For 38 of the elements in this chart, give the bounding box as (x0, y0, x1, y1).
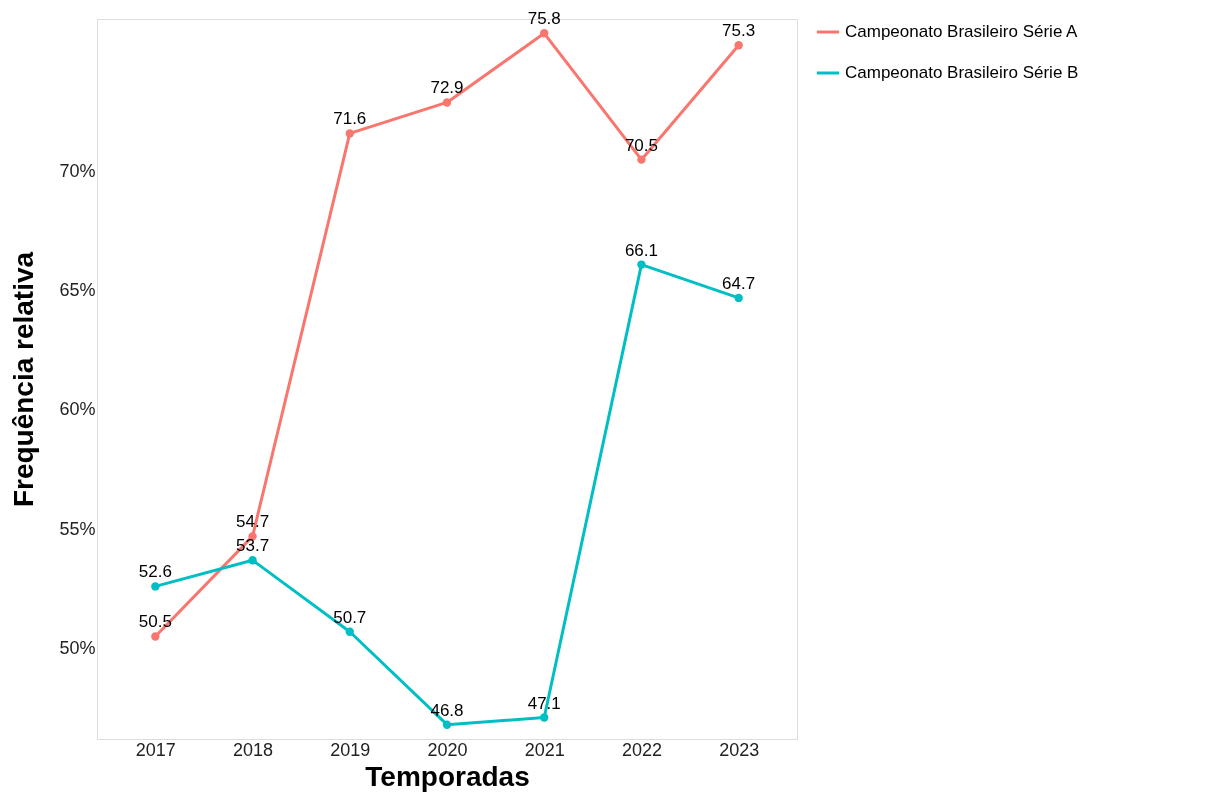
data-label: 71.6 (333, 109, 367, 129)
y-tick-label: 65% (59, 280, 96, 301)
legend-label: Campeonato Brasileiro Série B (845, 63, 1079, 82)
x-tick-label: 2019 (330, 739, 371, 760)
data-label: 75.3 (722, 21, 756, 41)
x-tick-label: 2022 (621, 739, 662, 760)
data-label: 46.8 (430, 700, 464, 720)
point (637, 155, 646, 164)
y-tick-label: 50% (59, 637, 96, 658)
point (345, 627, 354, 636)
x-tick-label: 2018 (233, 739, 274, 760)
point (151, 632, 160, 641)
legend-label: Campeonato Brasileiro Série A (845, 22, 1079, 41)
point (345, 129, 354, 138)
point (734, 293, 743, 303)
point (637, 260, 646, 269)
point (248, 556, 257, 565)
y-tick-label: 70% (59, 161, 96, 182)
data-label: 50.7 (333, 607, 367, 627)
point (151, 582, 160, 591)
point (442, 98, 452, 107)
point (734, 41, 743, 50)
x-tick-label: 2020 (427, 739, 468, 760)
point (540, 713, 549, 722)
x-tick-label: 2021 (524, 739, 565, 760)
y-axis-title: Frequência relativa (8, 251, 40, 508)
x-axis-title: Temporadas (365, 760, 530, 792)
data-label: 72.9 (430, 78, 464, 98)
point (540, 29, 549, 38)
data-label: 75.8 (527, 9, 561, 29)
y-tick-label: 60% (59, 399, 96, 420)
point (442, 720, 452, 729)
data-label: 52.6 (138, 562, 172, 582)
data-label: 64.7 (722, 273, 756, 293)
x-tick-label: 2023 (719, 739, 760, 760)
x-tick-label: 2017 (135, 739, 176, 760)
y-tick-label: 55% (59, 518, 96, 539)
data-label: 66.1 (624, 240, 658, 260)
